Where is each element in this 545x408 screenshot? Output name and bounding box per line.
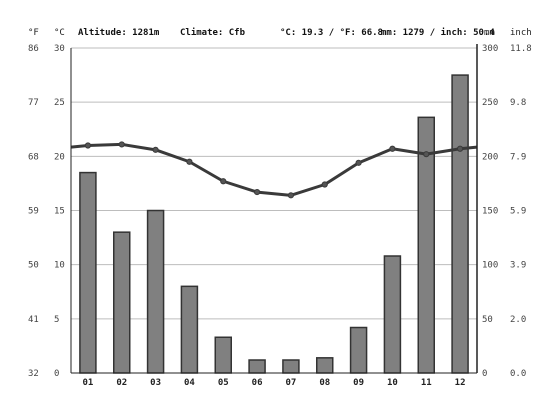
climate-label: Climate: Cfb	[180, 27, 246, 38]
precipitation-bar	[349, 326, 368, 374]
temperature-point	[389, 145, 396, 152]
temperature-point	[118, 141, 125, 148]
inch-tick-label: 0.0	[510, 369, 526, 379]
fahrenheit-tick-label: 41	[28, 315, 39, 325]
month-tick-label: 02	[116, 378, 127, 388]
inch-tick-label: 5.9	[510, 207, 526, 217]
mm-tick-label: 100	[482, 261, 498, 271]
month-tick-label: 10	[387, 378, 398, 388]
mm-unit-label: mm	[484, 28, 495, 38]
temperature-point	[423, 151, 430, 158]
mm-tick-label: 200	[482, 152, 498, 162]
inch-tick-label: 2.0	[510, 315, 526, 325]
fahrenheit-tick-label: 32	[28, 369, 39, 379]
precipitation-total-label: mm: 1279 / inch: 50.4	[381, 27, 495, 38]
month-tick-label: 08	[319, 378, 330, 388]
temperature-point	[152, 146, 159, 153]
celsius-tick-label: 30	[54, 44, 65, 54]
inch-unit-label: inch	[510, 28, 532, 38]
temperature-point	[186, 158, 193, 165]
month-tick-label: 07	[285, 378, 296, 388]
month-tick-label: 11	[421, 378, 432, 388]
month-tick-label: 09	[353, 378, 364, 388]
precipitation-bar	[451, 74, 469, 374]
mm-tick-label: 150	[482, 207, 498, 217]
mm-tick-label: 50	[482, 315, 493, 325]
fahrenheit-tick-label: 59	[28, 207, 39, 217]
temperature-point	[321, 181, 328, 188]
precipitation-bar	[146, 209, 165, 374]
axis-lines	[70, 44, 478, 374]
month-tick-label: 05	[218, 378, 229, 388]
temperature-point	[456, 145, 464, 152]
precipitation-bar	[282, 359, 300, 374]
celsius-tick-label: 10	[54, 261, 65, 271]
celsius-tick-label: 15	[54, 207, 65, 217]
month-tick-label: 12	[455, 378, 466, 388]
celsius-unit-label: °C	[54, 28, 65, 38]
axis-labels: 86 30 300 11.8 77 25 250 9.8 68 20 200 7.9 59 15 150 5.…	[28, 44, 532, 379]
month-tick-label: 03	[150, 378, 161, 388]
fahrenheit-tick-label: 86	[28, 44, 39, 54]
temperature-point	[253, 188, 261, 196]
fahrenheit-unit-label: °F	[28, 28, 39, 38]
temperature-point	[220, 178, 227, 185]
grid-lines	[71, 47, 477, 320]
precipitation-bar	[214, 336, 232, 374]
inch-tick-label: 7.9	[510, 152, 526, 162]
precipitation-bar	[79, 171, 97, 374]
celsius-tick-label: 5	[54, 315, 59, 325]
fahrenheit-tick-label: 77	[28, 98, 39, 108]
month-tick-label: 04	[184, 378, 195, 388]
precipitation-bar	[113, 231, 131, 374]
temperature-line	[70, 141, 478, 199]
precipitation-bar	[383, 255, 402, 374]
precipitation-bar	[248, 359, 266, 374]
month-tick-label: 06	[252, 378, 263, 388]
temperature-average-label: °C: 19.3 / °F: 66.8	[280, 28, 383, 38]
inch-tick-label: 9.8	[510, 98, 526, 108]
temperature-point	[355, 159, 362, 166]
month-labels: 01 02 03 04 05 06 07 08 09 10 11 12	[82, 378, 465, 388]
mm-tick-label: 250	[482, 98, 498, 108]
fahrenheit-tick-label: 68	[28, 152, 39, 162]
month-tick-label: 01	[82, 378, 93, 388]
inch-tick-label: 3.9	[510, 261, 526, 271]
altitude-label: Altitude: 1281m	[78, 27, 160, 38]
fahrenheit-tick-label: 50	[28, 261, 39, 271]
temperature-point	[84, 142, 92, 149]
celsius-tick-label: 0	[54, 369, 59, 379]
precipitation-bars	[79, 74, 469, 374]
mm-tick-label: 0	[482, 369, 487, 379]
celsius-tick-label: 20	[54, 152, 65, 162]
precipitation-bar	[180, 285, 199, 374]
precipitation-bar	[316, 357, 334, 374]
temperature-line-path	[70, 142, 478, 197]
mm-tick-label: 300	[482, 44, 498, 54]
inch-tick-label: 11.8	[510, 44, 532, 54]
temperature-point	[287, 192, 295, 199]
celsius-tick-label: 25	[54, 98, 65, 108]
